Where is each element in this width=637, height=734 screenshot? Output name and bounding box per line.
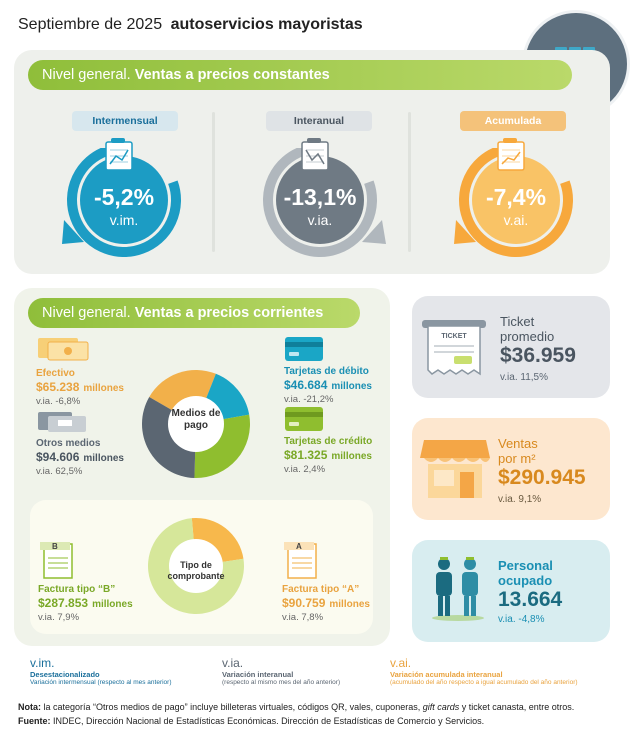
value-intermensual: -5,2%	[93, 184, 155, 210]
ticket-icon: TICKET	[420, 318, 488, 383]
sales-label: Ventas por m²	[498, 436, 538, 466]
value-interanual: -13,1%	[283, 184, 357, 210]
ticket-label: Ticket promedio	[500, 314, 555, 344]
voucher-variation-b: v.ia. 7,9%	[38, 612, 80, 623]
value-acumulada: -7,4%	[485, 184, 547, 210]
debit-card-icon	[284, 336, 324, 367]
unit-interanual: v.ia.	[307, 212, 333, 228]
payment-label-credit: Tarjetas de crédito	[284, 436, 373, 447]
divider	[408, 112, 411, 252]
payment-center-label: Medios de pago	[171, 408, 221, 431]
ticket-value: $36.959	[500, 344, 576, 367]
payment-variation-credit: v.ia. 2,4%	[284, 464, 326, 475]
date-label: Septiembre de 2025	[18, 16, 163, 33]
voucher-label-b: Factura tipo “B”	[38, 584, 116, 595]
staff-label: Personal ocupado	[498, 558, 553, 588]
unit-acumulada: v.ai.	[503, 212, 529, 228]
chart-sheet-icon	[496, 138, 528, 177]
legend-code-vai: v.ai.	[390, 656, 412, 670]
report-title: autoservicios mayoristas	[170, 16, 363, 33]
legend-desc-via: (respecto al mismo mes del año anterior)	[222, 679, 341, 686]
footnote: Nota: la categoría “Otros medios de pago…	[18, 702, 575, 712]
divider	[212, 112, 215, 252]
sales-variation: v.ia. 9,1%	[498, 494, 542, 505]
page-title: Septiembre de 2025 autoservicios mayoris…	[18, 16, 363, 34]
legend-code-vim: v.im.	[30, 656, 55, 670]
payment-value-debit: $46.684 millones	[284, 378, 372, 392]
svg-text:B: B	[52, 542, 58, 551]
legend-term-vim: Desestacionalizado	[30, 670, 100, 679]
tag-acumulada: Acumulada	[460, 111, 566, 131]
voucher-donut	[148, 518, 244, 614]
chart-sheet-icon	[300, 138, 332, 177]
invoice-b-icon: B	[38, 540, 78, 585]
svg-text:A: A	[296, 542, 302, 551]
voucher-center-label: Tipo de comprobante	[167, 560, 225, 581]
tag-intermensual: Intermensual	[72, 111, 178, 131]
legend-term-vai: Variación acumulada interanual	[390, 670, 503, 679]
legend-desc-vim: Variación intermensual (respecto al mes …	[30, 679, 172, 686]
payment-value-cash: $65.238 millones	[36, 380, 124, 394]
tag-interanual: Interanual	[266, 111, 372, 131]
payment-value-other: $94.606 millones	[36, 450, 124, 464]
payment-donut	[141, 370, 250, 478]
constant-prices-banner: Nivel general. Ventas a precios constant…	[28, 60, 572, 90]
voucher-value-b: $287.853 millones	[38, 596, 133, 610]
ticket-icon-text: TICKET	[441, 333, 467, 340]
payment-label-other: Otros medios	[36, 438, 101, 449]
legend-code-via: v.ia.	[222, 656, 244, 670]
voucher-variation-a: v.ia. 7,8%	[282, 612, 324, 623]
payment-value-credit: $81.325 millones	[284, 448, 372, 462]
voucher-icon	[36, 410, 90, 439]
cash-icon	[36, 336, 90, 367]
source-note: Fuente: INDEC, Dirección Nacional de Est…	[18, 716, 485, 726]
current-prices-banner: Nivel general. Ventas a precios corrient…	[28, 298, 360, 328]
payment-label-cash: Efectivo	[36, 368, 75, 379]
invoice-a-icon: A	[282, 540, 322, 585]
legend-term-via: Variación interanual	[222, 670, 294, 679]
store-icon	[420, 436, 490, 507]
staff-variation: v.ia. -4,8%	[498, 614, 545, 625]
payment-variation-debit: v.ia. -21,2%	[284, 394, 334, 405]
payment-variation-cash: v.ia. -6,8%	[36, 396, 81, 407]
legend-desc-vai: (acumulado del año respecto a igual acum…	[390, 679, 578, 686]
chart-sheet-icon	[104, 138, 136, 177]
staff-value: 13.664	[498, 588, 563, 611]
unit-intermensual: v.im.	[109, 212, 139, 228]
ticket-variation: v.ia. 11,5%	[500, 372, 548, 383]
voucher-value-a: $90.759 millones	[282, 596, 370, 610]
credit-card-icon	[284, 406, 324, 437]
sales-value: $290.945	[498, 466, 586, 489]
voucher-label-a: Factura tipo “A”	[282, 584, 360, 595]
payment-variation-other: v.ia. 62,5%	[36, 466, 83, 477]
workers-icon	[428, 552, 488, 627]
payment-label-debit: Tarjetas de débito	[284, 366, 369, 377]
